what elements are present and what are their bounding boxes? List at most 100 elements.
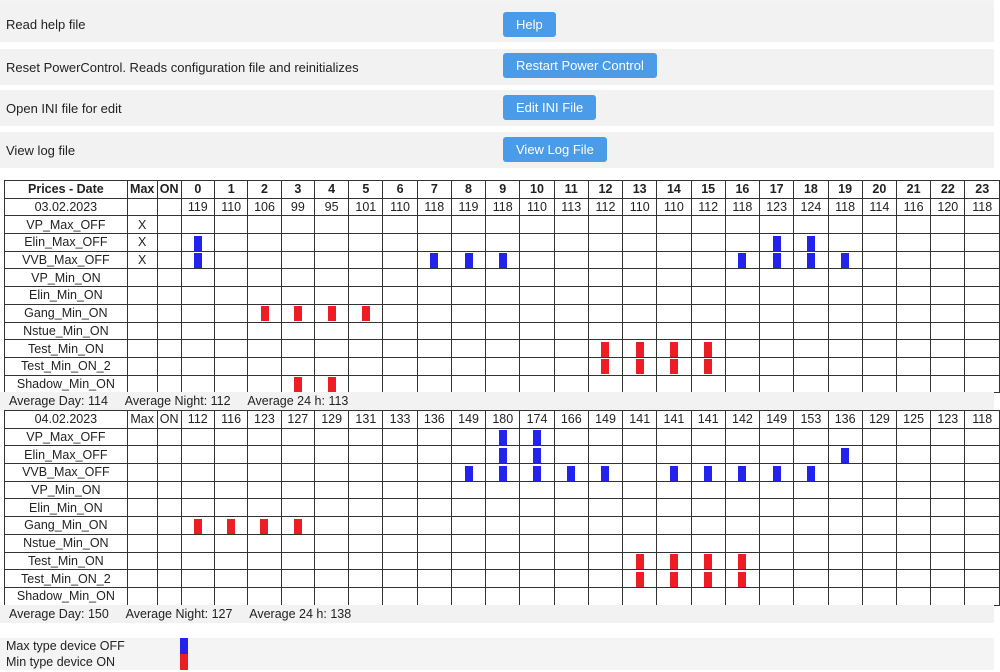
- hour-cell: [348, 321, 384, 341]
- hour-cell: [450, 569, 487, 588]
- hour-cell: [450, 516, 487, 535]
- hour-cell: [485, 569, 521, 588]
- min-on-marker: [669, 341, 678, 357]
- hour-cell: [793, 569, 829, 588]
- hour-cell: [724, 233, 761, 252]
- hour-cell: [553, 215, 589, 235]
- device-max-flag: X: [126, 233, 158, 252]
- device-max-flag: [126, 463, 158, 482]
- hour-cell: [280, 533, 316, 553]
- hour-cell: [180, 569, 215, 588]
- hour-cell: [280, 463, 316, 482]
- hour-cell: [827, 339, 863, 358]
- hour-cell: [587, 374, 624, 394]
- hour-cell: [180, 233, 215, 252]
- legend-blue-swatch: [180, 638, 188, 654]
- price-row: 04.02.2023 Max ON 112 116 123 127 129 131 133 136 1…: [4, 410, 1000, 429]
- hour-cell: [895, 303, 932, 323]
- hour-cell: [895, 569, 932, 588]
- device-on-flag: [156, 321, 182, 341]
- hour-cell: [382, 427, 418, 447]
- price-cell: 116: [895, 197, 932, 217]
- price-cell: 166: [553, 410, 589, 429]
- device-on-flag: [156, 356, 182, 376]
- restart-power-control-button[interactable]: Restart Power Control: [503, 53, 657, 78]
- price-cell: 118: [827, 197, 863, 217]
- hour-cell: [180, 303, 215, 323]
- hour-cell: [485, 303, 521, 323]
- device-name: Test_Min_ON_2: [4, 569, 128, 588]
- hour-cell: [348, 533, 384, 553]
- device-row: Elin_Max_OFF: [4, 445, 1000, 465]
- hour-cell: [553, 533, 589, 553]
- hour-cell: [724, 356, 761, 376]
- device-name: Test_Min_ON_2: [4, 356, 128, 376]
- price-cell: 119: [450, 197, 487, 217]
- min-on-marker: [327, 377, 336, 392]
- hour-cell: [827, 463, 863, 482]
- hour-cell: [793, 445, 829, 465]
- edit-ini-file-button[interactable]: Edit INI File: [503, 95, 597, 120]
- hour-cell: [622, 339, 658, 358]
- device-max-flag: [126, 356, 158, 376]
- average-day: Average Day: 114: [9, 394, 108, 408]
- hour-cell: [587, 321, 624, 341]
- hour-cell: [180, 480, 215, 500]
- hour-cell: [280, 339, 316, 358]
- device-name: VP_Max_OFF: [4, 427, 128, 447]
- average-night: Average Night: 112: [124, 394, 231, 408]
- device-on-flag: [156, 463, 182, 482]
- hour-cell: [895, 233, 932, 252]
- hour-cell: [519, 498, 555, 518]
- device-row: Gang_Min_ON: [4, 516, 1000, 535]
- device-row: Gang_Min_ON: [4, 303, 1000, 323]
- device-max-flag: [126, 268, 158, 288]
- hour-cell: [450, 303, 487, 323]
- price-cell: 110: [519, 197, 555, 217]
- hour-cell: [519, 533, 555, 553]
- device-row: Test_Min_ON_2: [4, 356, 1000, 376]
- hour-cell: [213, 463, 249, 482]
- hour-cell: [861, 480, 897, 500]
- max-off-marker: [841, 253, 850, 268]
- price-cell: 131: [348, 410, 384, 429]
- hour-cell: [247, 551, 282, 571]
- hour-cell: [348, 374, 384, 394]
- hour-cell: [690, 233, 726, 252]
- hour-cell: [759, 233, 795, 252]
- hour-cell: [827, 569, 863, 588]
- help-button[interactable]: Help: [503, 12, 556, 37]
- hour-cell: [587, 339, 624, 358]
- min-on-marker: [260, 518, 269, 534]
- hour-cell: [690, 445, 726, 465]
- price-cell: 101: [348, 197, 384, 217]
- max-off-marker: [464, 465, 473, 481]
- hour-cell: [587, 303, 624, 323]
- hour-cell: [450, 445, 487, 465]
- hour-cell: [690, 250, 726, 270]
- hour-cell: [416, 233, 452, 252]
- max-off-marker: [704, 465, 713, 481]
- hour-cell: [180, 286, 215, 305]
- hour-cell: [793, 516, 829, 535]
- averages-day-2: Average Day: 150 Average Night: 127 Aver…: [0, 605, 994, 623]
- hour-cell: [450, 551, 487, 571]
- hour-cell: [690, 215, 726, 235]
- hour-cell: [485, 533, 521, 553]
- hour-cell: [180, 268, 215, 288]
- hour-cell: [622, 516, 658, 535]
- view-log-file-button[interactable]: View Log File: [503, 137, 607, 162]
- hour-cell: [759, 445, 795, 465]
- average-night: Average Night: 127: [125, 607, 233, 621]
- hour-cell: [656, 215, 692, 235]
- date-cell: 03.02.2023: [4, 197, 128, 217]
- max-off-marker: [806, 253, 815, 268]
- header-prices-date: Prices - Date: [4, 180, 128, 199]
- price-cell: 127: [280, 410, 316, 429]
- device-name: Elin_Max_OFF: [4, 233, 128, 252]
- price-cell: 120: [930, 197, 966, 217]
- hour-cell: [930, 374, 966, 394]
- hour-cell: [759, 480, 795, 500]
- hour-cell: [690, 303, 726, 323]
- hour-cell: [382, 215, 418, 235]
